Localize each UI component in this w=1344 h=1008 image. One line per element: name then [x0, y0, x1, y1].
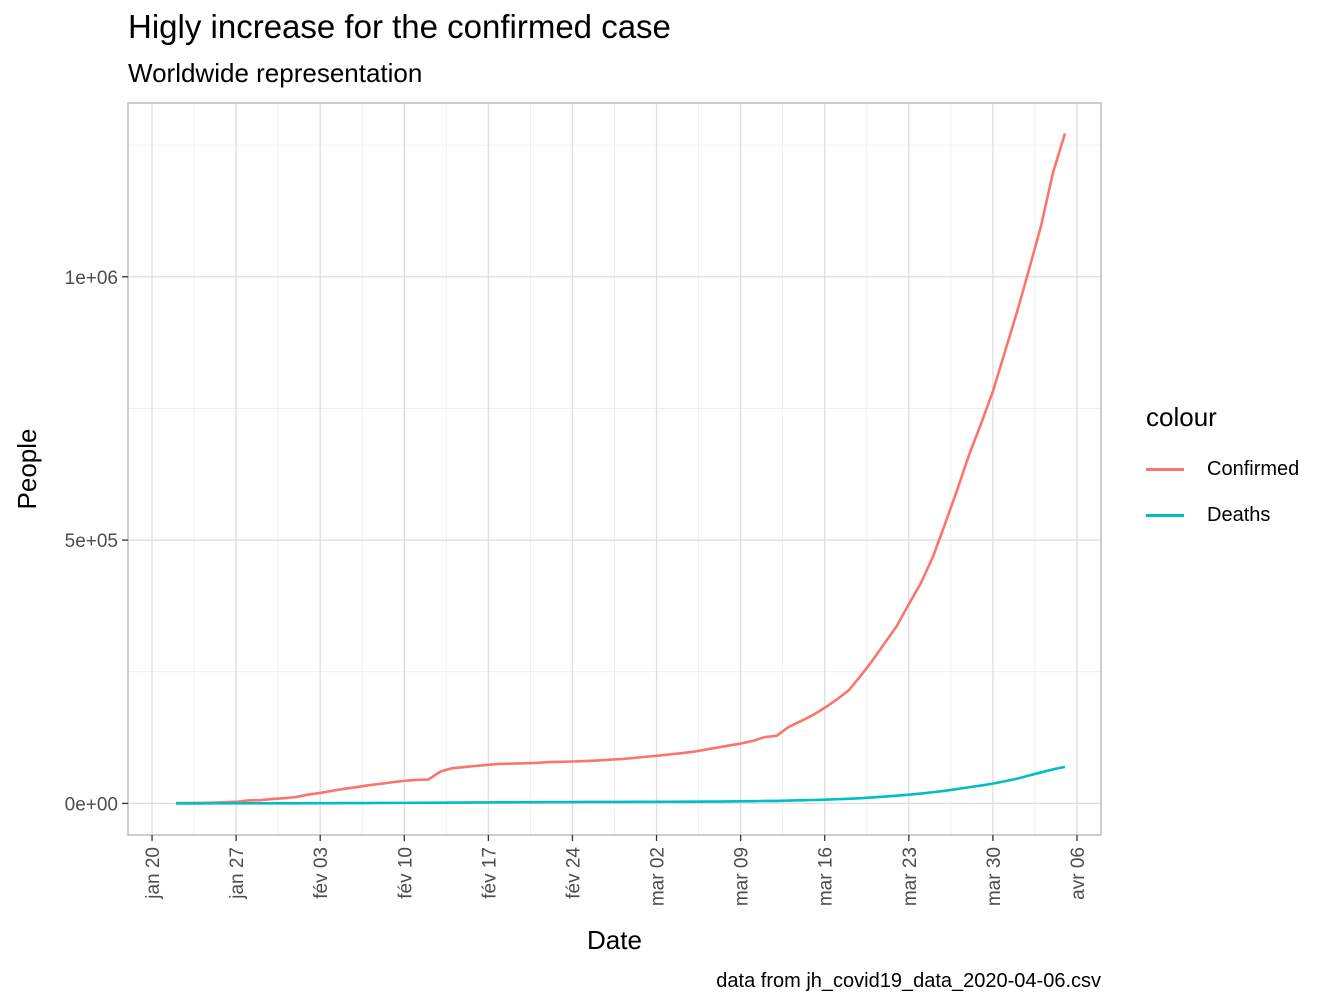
minor-gridlines	[128, 103, 1101, 835]
major-gridlines	[128, 103, 1101, 835]
legend-title: colour	[1146, 402, 1217, 432]
x-tick-label: jan 27	[227, 847, 248, 900]
legend-label-deaths: Deaths	[1207, 503, 1271, 526]
legend-key-confirmed	[1146, 467, 1184, 471]
series-lines	[176, 133, 1067, 805]
x-axis: jan 20 jan 27 fév 03 fév 10 fév 17 fév 24 mar …	[143, 835, 1089, 906]
x-tick-label: fév 10	[395, 847, 416, 899]
y-tick-label: 0e+00	[65, 794, 118, 815]
series-line-deaths	[176, 765, 1066, 805]
x-tick-label: mar 23	[900, 847, 921, 906]
y-tick-label: 5e+05	[65, 531, 118, 552]
x-tick-label: mar 30	[984, 847, 1005, 906]
x-tick-label: jan 20	[143, 847, 164, 900]
x-tick-label: fév 03	[311, 847, 332, 899]
series-line-confirmed	[176, 133, 1067, 805]
x-tick-label: avr 06	[1068, 847, 1089, 900]
x-tick-label: fév 17	[479, 847, 500, 899]
x-tick-label: mar 02	[648, 847, 669, 906]
x-tick-label: mar 09	[732, 847, 753, 906]
y-axis-title: People	[12, 429, 42, 510]
y-axis: 0e+00 5e+05 1e+06	[65, 268, 128, 815]
legend-key-deaths	[1146, 513, 1184, 517]
x-tick-label: mar 16	[816, 847, 837, 906]
chart-caption: data from jh_covid19_data_2020-04-06.csv	[716, 970, 1101, 992]
y-tick-label: 1e+06	[65, 268, 118, 289]
chart-subtitle: Worldwide representation	[128, 58, 423, 88]
chart-title: Higly increase for the confirmed case	[128, 8, 671, 45]
legend-item-confirmed: Confirmed	[1146, 457, 1299, 481]
x-tick-label: fév 24	[563, 847, 584, 899]
legend-label-confirmed: Confirmed	[1207, 457, 1300, 480]
legend-item-deaths: Deaths	[1146, 503, 1270, 527]
plot-panel-border	[127, 102, 1102, 836]
x-axis-title: Date	[587, 925, 642, 955]
